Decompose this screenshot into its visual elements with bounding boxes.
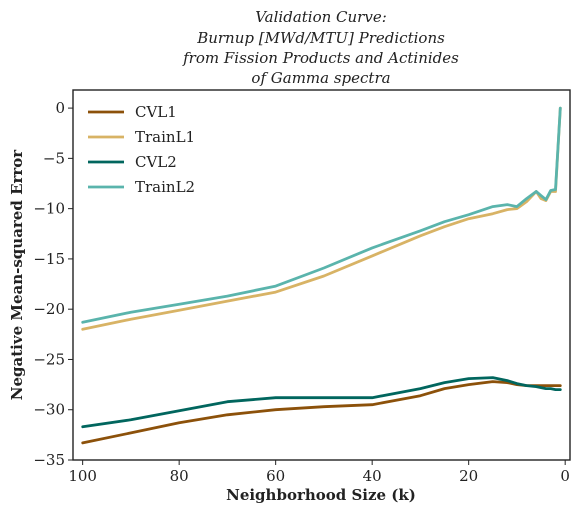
series-line-trainl2 bbox=[81, 106, 562, 324]
y-tick-label: −35 bbox=[33, 451, 65, 469]
y-tick-label: 0 bbox=[55, 99, 65, 117]
y-tick-label: −5 bbox=[43, 149, 65, 167]
x-axis-label: Neighborhood Size (k) bbox=[226, 486, 416, 504]
title-line-1: Validation Curve: bbox=[255, 8, 387, 26]
legend-label-trainl1: TrainL1 bbox=[135, 128, 195, 146]
x-tick-label: 20 bbox=[459, 467, 478, 485]
title-line-2: Burnup [MWd/MTU] Predictions bbox=[196, 29, 445, 47]
series-layer bbox=[81, 106, 562, 445]
legend: CVL1 TrainL1 CVL2 TrainL2 bbox=[88, 103, 195, 196]
y-axis-ticks: 0 −5 −10 −15 −20 −25 −30 −35 bbox=[33, 99, 73, 469]
legend-label-cvl2: CVL2 bbox=[135, 153, 177, 171]
x-tick-label: 60 bbox=[266, 467, 285, 485]
chart-title: Validation Curve: Burnup [MWd/MTU] Predi… bbox=[182, 8, 459, 87]
y-axis-label: Negative Mean-squared Error bbox=[8, 149, 26, 401]
y-tick-label: −10 bbox=[33, 200, 65, 218]
x-tick-label: 40 bbox=[363, 467, 382, 485]
title-line-3: from Fission Products and Actinides bbox=[182, 49, 459, 67]
legend-label-cvl1: CVL1 bbox=[135, 103, 177, 121]
series-line-cvl2 bbox=[81, 376, 562, 429]
x-axis-ticks: 100 80 60 40 20 0 bbox=[68, 460, 570, 485]
x-tick-label: 0 bbox=[560, 467, 570, 485]
y-tick-label: −20 bbox=[33, 300, 65, 318]
legend-label-trainl2: TrainL2 bbox=[135, 178, 195, 196]
y-tick-label: −15 bbox=[33, 250, 65, 268]
y-tick-label: −30 bbox=[33, 401, 65, 419]
x-tick-label: 100 bbox=[68, 467, 97, 485]
plot-area-frame bbox=[72, 89, 571, 461]
x-tick-label: 80 bbox=[170, 467, 189, 485]
series-line-cvl1 bbox=[81, 380, 562, 445]
title-line-4: of Gamma spectra bbox=[251, 69, 390, 87]
y-tick-label: −25 bbox=[33, 350, 65, 368]
